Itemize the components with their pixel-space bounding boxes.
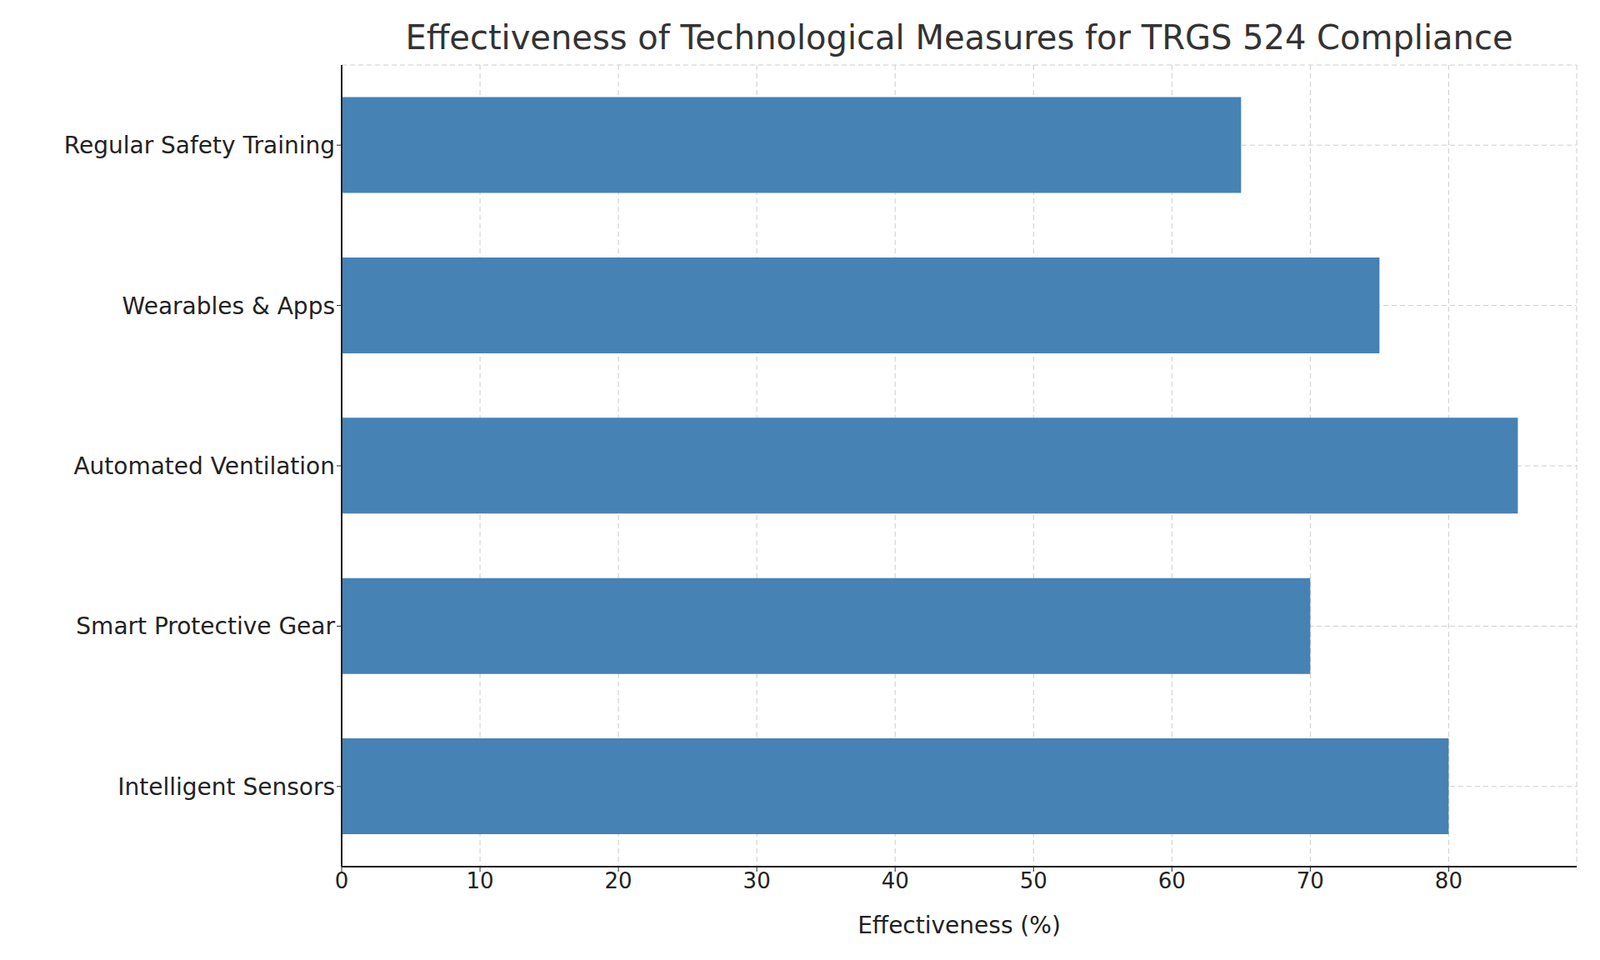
svg-text:80: 80	[1435, 868, 1463, 894]
svg-text:10: 10	[466, 868, 495, 894]
svg-text:0: 0	[335, 868, 350, 894]
svg-text:70: 70	[1296, 868, 1325, 894]
svg-text:Wearables & Apps: Wearables & Apps	[122, 292, 335, 320]
svg-text:Automated Ventilation: Automated Ventilation	[73, 452, 335, 480]
svg-text:Smart Protective Gear: Smart Protective Gear	[75, 612, 335, 640]
svg-text:20: 20	[605, 868, 633, 894]
svg-text:Intelligent Sensors: Intelligent Sensors	[117, 773, 335, 801]
html-text:Effectiveness of Technological: Effectiveness of Technological Measures …	[405, 18, 1513, 57]
svg-text:60: 60	[1158, 868, 1186, 894]
svg-text:40: 40	[881, 868, 910, 894]
svg-text:50: 50	[1020, 868, 1048, 894]
svg-text:Regular Safety Training: Regular Safety Training	[64, 131, 335, 160]
svg-text:Effectiveness (%): Effectiveness (%)	[857, 911, 1061, 940]
svg-text:30: 30	[743, 868, 771, 894]
